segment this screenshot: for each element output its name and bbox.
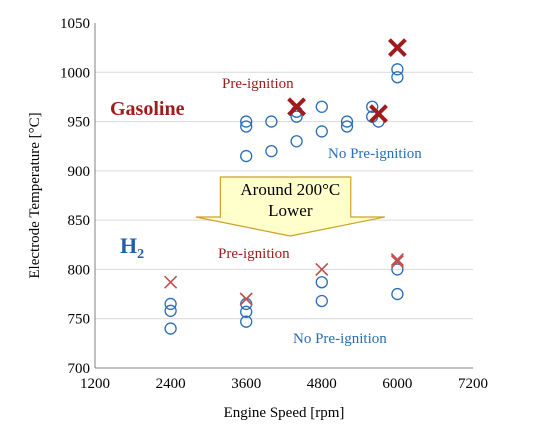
y-tick-label: 850 — [68, 213, 91, 229]
data-point-circle — [391, 71, 404, 84]
h2-label-subscript: 2 — [137, 247, 144, 262]
tick-labels: 1200 2400 3600 4800 6000 7200 700 750 800 850 900 9… — [60, 16, 488, 392]
arrow-shape — [195, 176, 385, 237]
data-point-circle — [240, 149, 253, 163]
data-point-x — [390, 253, 404, 267]
gasoline-label: Gasoline — [110, 98, 185, 120]
x-axis-label: Engine Speed [rpm] — [224, 405, 345, 421]
data-point-circle — [315, 100, 328, 113]
h2-label-main: H — [120, 233, 137, 258]
data-point-circle — [315, 294, 328, 308]
x-tick-label: 4800 — [307, 376, 337, 392]
data-point-circle — [240, 120, 253, 133]
data-point-circle — [315, 125, 328, 138]
data-point-x — [239, 292, 253, 306]
x-tick-label: 6000 — [382, 376, 412, 392]
data-point-circle — [164, 304, 177, 317]
data-point-circle — [391, 63, 404, 76]
data-point-circle — [240, 315, 253, 328]
gasoline-preignition-label: Pre-ignition — [222, 76, 294, 92]
data-point-circle — [340, 120, 354, 133]
data-point-x-bold — [387, 38, 407, 58]
data-point-circle — [290, 110, 303, 123]
data-point-circle — [164, 297, 177, 311]
arrow-text-line1: Around 200°C — [240, 180, 340, 199]
data-point-x — [164, 275, 178, 289]
data-point-circle — [164, 322, 177, 335]
h2-no-preignition-label: No Pre-ignition — [293, 331, 387, 347]
y-tick-label: 900 — [68, 164, 91, 180]
x-tick-label: 1200 — [80, 376, 110, 392]
y-tick-label: 750 — [68, 312, 91, 328]
data-point-circle — [391, 263, 404, 276]
axes — [94, 23, 473, 369]
y-tick-label: 1050 — [60, 16, 90, 32]
data-point-circle — [240, 115, 253, 128]
y-tick-label: 700 — [68, 361, 91, 377]
data-point-circle — [366, 100, 379, 113]
arrow-text-line2: Lower — [268, 201, 313, 220]
data-point-circle — [290, 135, 303, 148]
data-point-circle — [315, 276, 328, 289]
y-tick-label: 950 — [68, 115, 91, 131]
data-point-circle — [240, 305, 253, 318]
temperature-drop-arrow: Around 200°C Lower — [195, 176, 385, 237]
x-tick-label: 7200 — [458, 376, 488, 392]
data-point-x-bold — [369, 104, 388, 124]
y-axis-label: Electrode Temperature [°C] — [27, 112, 43, 278]
data-point-circle — [265, 144, 278, 158]
data-point-circle — [391, 287, 404, 301]
data-point-circle — [265, 115, 278, 128]
y-tick-label: 800 — [68, 262, 91, 278]
y-tick-label: 1000 — [60, 65, 90, 81]
data-points — [164, 38, 407, 335]
x-tick-label: 3600 — [231, 376, 261, 392]
h2-preignition-label: Pre-ignition — [218, 246, 290, 262]
data-point-circle — [340, 115, 354, 128]
x-tick-label: 2400 — [156, 376, 186, 392]
gasoline-no-preignition-label: No Pre-ignition — [328, 146, 422, 162]
data-point-x — [390, 254, 404, 269]
h2-label: H2 — [120, 233, 144, 262]
data-point-x — [315, 262, 329, 276]
data-point-x-bold — [287, 97, 307, 117]
